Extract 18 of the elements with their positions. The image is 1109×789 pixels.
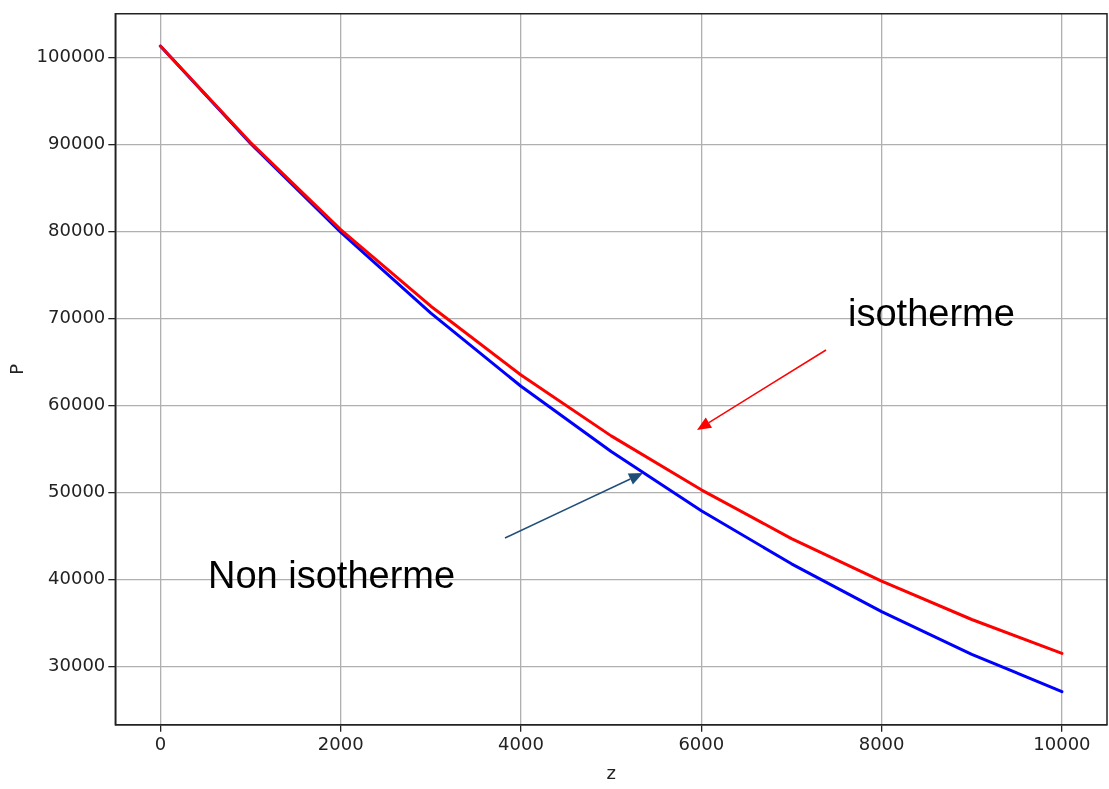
x-tick-label: 2000 bbox=[317, 733, 364, 755]
x-tick-label: 10000 bbox=[1033, 733, 1091, 755]
y-tick-label: 30000 bbox=[48, 654, 106, 676]
y-tick-label: 80000 bbox=[48, 219, 106, 241]
annotation: isotherme bbox=[848, 292, 1015, 335]
annotation: Non isotherme bbox=[208, 554, 456, 597]
y-tick-label: 40000 bbox=[48, 567, 106, 589]
x-tick-label: 0 bbox=[154, 733, 167, 755]
y-tick-label: 90000 bbox=[48, 132, 106, 154]
y-tick-label: 60000 bbox=[48, 393, 106, 415]
x-tick-label: 4000 bbox=[498, 733, 544, 755]
y-tick-label: 50000 bbox=[48, 480, 106, 502]
x-tick-label: 8000 bbox=[858, 733, 905, 755]
x-tick-label: 6000 bbox=[678, 733, 725, 755]
y-tick-label: 100000 bbox=[36, 44, 106, 66]
x-axis-title: z bbox=[606, 761, 616, 783]
y-axis-title: P bbox=[6, 363, 28, 375]
y-tick-label: 70000 bbox=[48, 306, 106, 328]
